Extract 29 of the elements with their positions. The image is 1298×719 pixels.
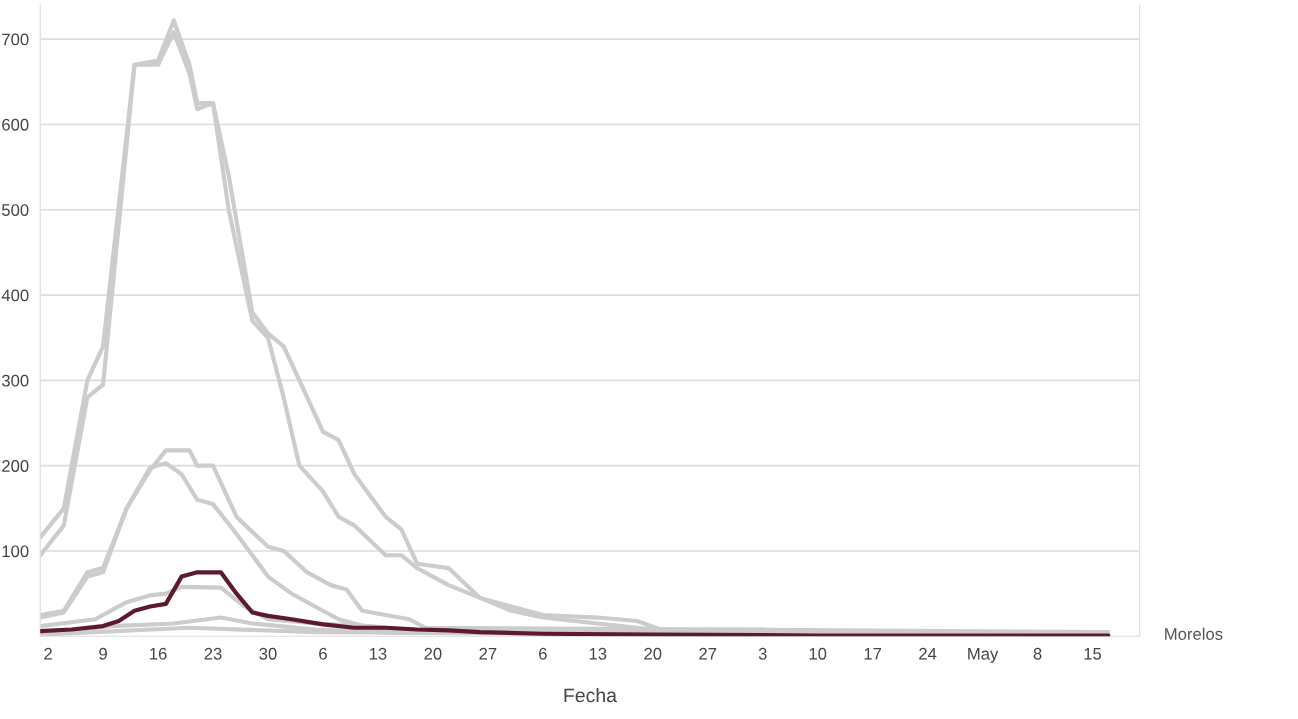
- x-tick-label: 2: [44, 647, 52, 660]
- x-tick-label: 15: [1084, 648, 1102, 660]
- y-tick-label: 200: [2, 460, 29, 472]
- x-tick-label: 13: [589, 647, 607, 660]
- y-tick-label: 100: [2, 545, 29, 558]
- y-tick-label: 700: [2, 33, 29, 46]
- x-axis-title: Fecha: [564, 687, 617, 703]
- x-tick-label: 8: [1033, 647, 1042, 660]
- x-tick-label: 17: [864, 648, 882, 660]
- x-tick-label: 13: [369, 647, 387, 660]
- y-tick-label: 400: [1, 289, 29, 302]
- x-tick-label: 3: [758, 647, 767, 660]
- x-tick-label: 6: [539, 647, 547, 660]
- x-tick-label: 20: [424, 647, 442, 660]
- x-tick-label: 9: [99, 647, 107, 660]
- x-tick-label: 27: [699, 647, 717, 660]
- y-tick-label: 300: [1, 374, 29, 387]
- y-tick-label: 500: [1, 204, 29, 216]
- text: Morelos: [1165, 627, 1223, 640]
- x-tick-label: 6: [319, 647, 327, 660]
- x-tick-label: 30: [259, 647, 277, 660]
- x-tick-label: 24: [919, 647, 937, 660]
- x-tick-label: 16: [150, 647, 167, 660]
- x-tick-label: 27: [479, 647, 497, 660]
- y-tick-label: 600: [2, 118, 29, 131]
- x-tick-label: 23: [204, 647, 222, 660]
- x-tick-label: 20: [644, 647, 662, 660]
- x-tick-label: May: [968, 648, 999, 663]
- x-tick-label: 10: [809, 647, 827, 660]
